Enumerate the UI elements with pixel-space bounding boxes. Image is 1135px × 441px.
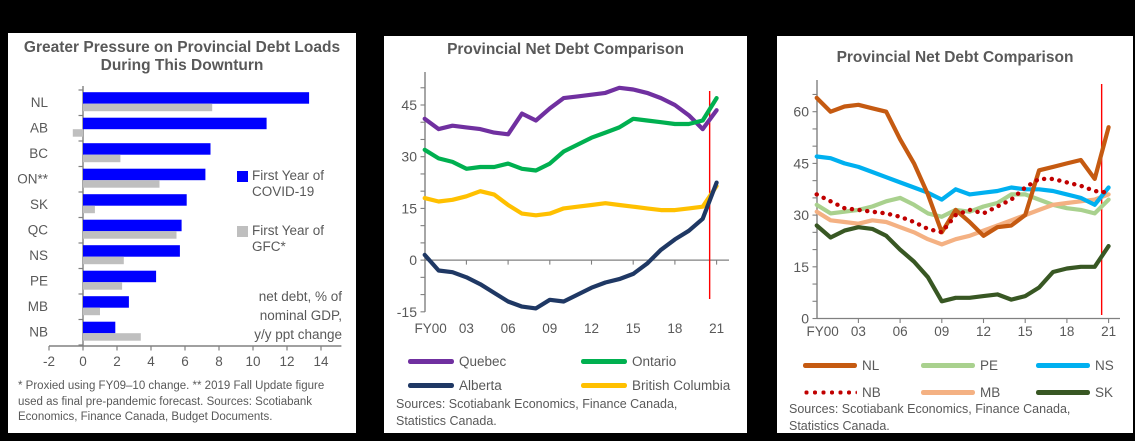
svg-text:12: 12 [976, 324, 991, 339]
line-chart-legend-1: Quebec Ontario Alberta British Columbia [408, 354, 730, 393]
svg-text:15: 15 [793, 259, 809, 275]
svg-text:03: 03 [851, 324, 866, 339]
line-chart-title-2: Provincial Net Debt Comparison [836, 49, 1074, 66]
quebec-legend-label: Quebec [459, 354, 507, 369]
gfc-legend-swatch [237, 226, 248, 237]
covid-legend-label: First Year of COVID-19 [252, 168, 325, 200]
svg-text:03: 03 [459, 321, 474, 336]
legend-item-nl: NL [803, 358, 921, 373]
svg-text:NB: NB [29, 325, 48, 340]
svg-text:AB: AB [30, 121, 48, 136]
bar-chart-footnote: * Proxied using FY09–10 change. ** 2019 … [18, 380, 325, 424]
svg-text:MB: MB [28, 299, 48, 314]
ns-line-swatch [1036, 363, 1090, 368]
mb-legend-label: MB [980, 385, 1001, 400]
mb-line-swatch [921, 390, 975, 395]
covid-legend-swatch [237, 171, 248, 182]
svg-text:-2: -2 [43, 354, 55, 369]
sources-note-1: Sources: Scotiabank Economics, Finance C… [396, 397, 678, 428]
svg-text:15: 15 [401, 200, 417, 216]
ontario-legend-label: Ontario [632, 354, 677, 369]
svg-text:14: 14 [313, 354, 329, 369]
line-chart-title-1: Provincial Net Debt Comparison [447, 41, 684, 58]
legend-item-mb: MB [921, 385, 1036, 400]
bc-legend-label: British Columbia [632, 378, 731, 393]
svg-text:8: 8 [215, 354, 223, 369]
nb-legend-label: NB [862, 385, 881, 400]
svg-text:0: 0 [801, 311, 809, 327]
svg-text:BC: BC [29, 146, 48, 161]
svg-text:15: 15 [1018, 324, 1033, 339]
svg-text:18: 18 [667, 321, 682, 336]
svg-text:0: 0 [409, 252, 417, 268]
svg-text:60: 60 [793, 104, 809, 120]
pe-line-swatch [921, 363, 975, 368]
axis-units-annotation: net debt, % of nominal GDP, y/y ppt chan… [254, 289, 342, 342]
svg-text:09: 09 [934, 324, 949, 339]
line-chart-legend-2: NL PE NS NB MB SK [803, 358, 1114, 400]
svg-text:09: 09 [542, 321, 557, 336]
alberta-line-swatch [408, 383, 454, 388]
bar-chart-panel: Greater Pressure on Provincial Debt Load… [8, 33, 356, 433]
sk-legend-label: SK [1095, 385, 1114, 400]
svg-text:45: 45 [793, 155, 809, 171]
nl-line-swatch [803, 363, 857, 368]
svg-text:12: 12 [279, 354, 294, 369]
svg-text:FY00: FY00 [415, 321, 447, 336]
svg-text:12: 12 [584, 321, 599, 336]
nb-line-swatch [803, 390, 857, 395]
sk-line-swatch [1036, 390, 1090, 395]
svg-text:15: 15 [626, 321, 641, 336]
legend-item-ontario: Ontario [581, 354, 730, 369]
line-chart-panel-big-provinces: Provincial Net Debt Comparison 45 30 15 0 -1… [384, 36, 747, 433]
svg-text:SK: SK [30, 197, 48, 212]
svg-text:FY00: FY00 [807, 324, 839, 339]
gfc-legend-label: First Year of GFC* [252, 223, 325, 255]
svg-text:45: 45 [401, 97, 417, 113]
bc-line-swatch [581, 383, 627, 388]
svg-text:6: 6 [181, 354, 189, 369]
svg-text:0: 0 [79, 354, 87, 369]
alberta-legend-label: Alberta [459, 378, 502, 393]
svg-text:NS: NS [29, 248, 48, 263]
svg-text:NL: NL [31, 95, 49, 110]
svg-text:10: 10 [245, 354, 260, 369]
legend-item-alberta: Alberta [408, 378, 581, 393]
legend-item-quebec: Quebec [408, 354, 581, 369]
pe-legend-label: PE [980, 358, 999, 373]
legend-item-ns: NS [1036, 358, 1114, 373]
legend-item-nb: NB [803, 385, 921, 400]
quebec-line-swatch [408, 359, 454, 364]
legend-item-sk: SK [1036, 385, 1114, 400]
svg-text:-15: -15 [397, 304, 417, 320]
svg-text:21: 21 [709, 321, 724, 336]
bar-chart-title: Greater Pressure on Provincial Debt Load… [23, 39, 341, 74]
legend-gfc: First Year of GFC* [237, 223, 347, 256]
svg-text:21: 21 [1101, 324, 1116, 339]
line-chart-panel-small-provinces: Provincial Net Debt Comparison 60 45 30 15 0… [777, 36, 1133, 433]
svg-text:4: 4 [147, 354, 155, 369]
legend-item-bc: British Columbia [581, 378, 730, 393]
svg-text:30: 30 [401, 149, 417, 165]
ns-legend-label: NS [1095, 358, 1114, 373]
nl-legend-label: NL [862, 358, 880, 373]
svg-text:30: 30 [793, 207, 809, 223]
svg-text:06: 06 [501, 321, 516, 336]
svg-text:2: 2 [113, 354, 121, 369]
svg-text:18: 18 [1059, 324, 1074, 339]
bar-chart-svg: -2 0 2 4 6 8 10 12 14 NL AB BC ON** SK QC NS PE MB NB [17, 86, 342, 369]
svg-text:PE: PE [30, 274, 48, 289]
svg-text:ON**: ON** [17, 172, 49, 187]
legend-covid: First Year of COVID-19 [237, 168, 347, 201]
legend-item-pe: PE [921, 358, 1036, 373]
svg-text:06: 06 [893, 324, 908, 339]
ontario-line-swatch [581, 359, 627, 364]
svg-text:QC: QC [28, 223, 49, 238]
sources-note-2: Sources: Scotiabank Economics, Finance C… [789, 402, 1071, 433]
